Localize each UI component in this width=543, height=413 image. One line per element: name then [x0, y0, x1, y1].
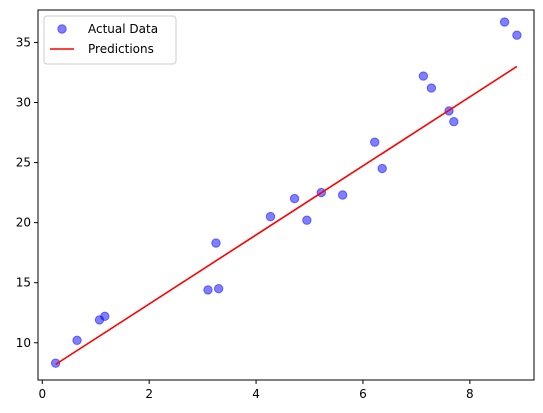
data-point — [449, 117, 459, 127]
data-point — [289, 193, 300, 204]
legend-box — [43, 15, 177, 65]
axis-ticks: 0 2 4 6 8 10 15 20 25 30 35 — [16, 35, 474, 401]
data-point — [72, 335, 82, 346]
data-point — [211, 238, 221, 248]
x-tick-label: 4 — [252, 387, 260, 401]
plot-frame — [37, 9, 535, 381]
y-tick-label: 10 — [16, 336, 31, 350]
data-point — [337, 190, 348, 200]
data-point — [418, 71, 429, 81]
data-point — [512, 30, 522, 40]
legend: Actual Data Predictions — [43, 15, 177, 65]
legend-label: Actual Data — [88, 22, 158, 36]
y-tick-label: 15 — [16, 276, 31, 290]
data-point — [50, 358, 61, 368]
data-point — [203, 285, 213, 295]
data-point — [213, 284, 224, 294]
data-point — [426, 83, 437, 93]
legend-label: Predictions — [88, 42, 154, 56]
y-tick-label: 20 — [16, 216, 31, 230]
y-tick-label: 35 — [16, 35, 31, 49]
y-tick-label: 25 — [16, 156, 31, 170]
data-point — [265, 211, 276, 222]
x-tick-label: 0 — [38, 387, 46, 401]
x-tick-label: 2 — [145, 387, 153, 401]
prediction-line — [55, 65, 518, 366]
data-marks — [50, 17, 522, 368]
data-point — [302, 215, 312, 225]
data-point — [377, 163, 387, 174]
x-tick-label: 6 — [359, 387, 367, 401]
data-point — [499, 17, 510, 27]
x-tick-label: 8 — [466, 387, 474, 401]
plot-area — [38, 10, 534, 380]
data-point — [100, 311, 110, 322]
y-tick-label: 30 — [16, 96, 31, 110]
legend-marker-actual — [57, 24, 67, 34]
data-point — [370, 137, 380, 147]
